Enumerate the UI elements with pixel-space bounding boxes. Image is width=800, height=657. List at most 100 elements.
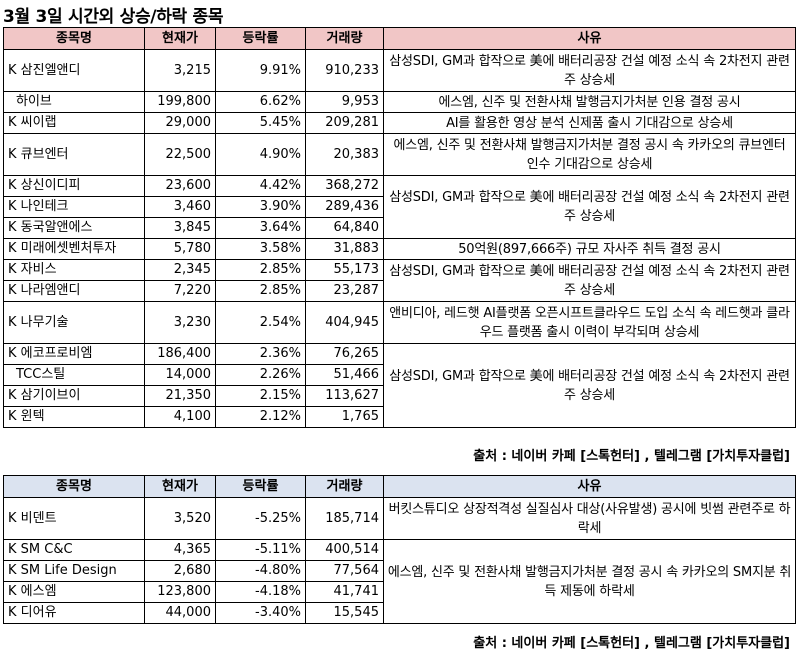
stock-volume: 289,436 <box>305 196 384 218</box>
stock-reason: 에스엠, 신주 및 전환사채 발행금지가처분 인용 결정 공시 <box>383 91 796 113</box>
stock-change: 3.64% <box>215 217 306 239</box>
stock-change: -4.80% <box>215 560 306 582</box>
stock-volume: 55,173 <box>305 259 384 281</box>
stock-name: K 에코프로비엠 <box>3 343 145 365</box>
table-header-row: 종목명 현재가 등락률 거래량 사유 <box>3 475 796 498</box>
falling-stocks-table: 종목명 현재가 등락률 거래량 사유 K 비덴트 3,520 -5.25% 18… <box>3 475 796 624</box>
rising-stocks-table: 종목명 현재가 등락률 거래량 사유 K 삼진엘앤디 3,215 9.91% 9… <box>3 27 796 428</box>
stock-price: 29,000 <box>144 112 216 134</box>
stock-price: 3,215 <box>144 49 216 92</box>
table-row: K 윈텍 4,100 2.12% 1,765 <box>3 406 796 428</box>
stock-volume: 9,953 <box>305 91 384 113</box>
stock-volume: 15,545 <box>305 602 384 624</box>
header-change: 등락률 <box>215 27 306 50</box>
stock-reason: 앤비디아, 레드햇 AI플랫폼 오픈시프트클라우드 도입 소식 속 레드햇과 클… <box>383 301 796 344</box>
table-row: K 큐브엔터 22,500 4.90% 20,383 에스엠, 신주 및 전환사… <box>3 133 796 176</box>
stock-name: K 삼기이브이 <box>3 385 145 407</box>
stock-volume: 64,840 <box>305 217 384 239</box>
header-reason: 사유 <box>383 475 796 498</box>
table-row: K 상신이디피 23,600 4.42% 368,272 삼성SDI, GM과 … <box>3 175 796 239</box>
stock-change: 4.90% <box>215 133 306 176</box>
table-row: K 씨이랩 29,000 5.45% 209,281 AI를 활용한 영상 분석… <box>3 112 796 134</box>
stock-name: K 자비스 <box>3 259 145 281</box>
stock-name: K 디어유 <box>3 602 145 624</box>
header-volume: 거래량 <box>305 27 384 50</box>
stock-change: 5.45% <box>215 112 306 134</box>
stock-price: 44,000 <box>144 602 216 624</box>
stock-price: 3,460 <box>144 196 216 218</box>
stock-change: -3.40% <box>215 602 306 624</box>
table-row: K 미래에셋벤처투자 5,780 3.58% 31,883 50억원(897,6… <box>3 238 796 260</box>
stock-price: 7,220 <box>144 280 216 302</box>
stock-change: 6.62% <box>215 91 306 113</box>
header-price: 현재가 <box>144 475 216 498</box>
stock-name: K 씨이랩 <box>3 112 145 134</box>
table-row: K 삼기이브이 21,350 2.15% 113,627 <box>3 385 796 407</box>
stock-name: 하이브 <box>3 91 145 113</box>
header-volume: 거래량 <box>305 475 384 498</box>
stock-name: K 큐브엔터 <box>3 133 145 176</box>
stock-price: 3,520 <box>144 497 216 540</box>
stock-volume: 51,466 <box>305 364 384 386</box>
table-row: TCC스틸 14,000 2.26% 51,466 <box>3 364 796 386</box>
stock-volume: 368,272 <box>305 175 384 197</box>
stock-change: -5.11% <box>215 539 306 561</box>
stock-name: K 삼진엘앤디 <box>3 49 145 92</box>
stock-price: 2,680 <box>144 560 216 582</box>
stock-volume: 113,627 <box>305 385 384 407</box>
stock-price: 199,800 <box>144 91 216 113</box>
stock-name: K 나라엠앤디 <box>3 280 145 302</box>
stock-volume: 31,883 <box>305 238 384 260</box>
stock-price: 3,845 <box>144 217 216 239</box>
table-row: K SM C&C 4,365 -5.11% 400,514 에스엠, 신주 및 … <box>3 539 796 624</box>
stock-reason: 삼성SDI, GM과 합작으로 美에 배터리공장 건설 예정 소식 속 2차전지… <box>383 259 796 302</box>
stock-price: 14,000 <box>144 364 216 386</box>
stock-name: K 비덴트 <box>3 497 145 540</box>
stock-price: 4,100 <box>144 406 216 428</box>
stock-change: -5.25% <box>215 497 306 540</box>
stock-volume: 20,383 <box>305 133 384 176</box>
table-row: K 디어유 44,000 -3.40% 15,545 <box>3 602 796 624</box>
stock-price: 5,780 <box>144 238 216 260</box>
stock-change: 2.26% <box>215 364 306 386</box>
stock-price: 3,230 <box>144 301 216 344</box>
stock-volume: 185,714 <box>305 497 384 540</box>
stock-volume: 404,945 <box>305 301 384 344</box>
table-row: K 삼진엘앤디 3,215 9.91% 910,233 삼성SDI, GM과 합… <box>3 49 796 92</box>
stock-volume: 41,741 <box>305 581 384 603</box>
stock-change: 2.15% <box>215 385 306 407</box>
stock-change: 3.58% <box>215 238 306 260</box>
stock-change: 2.54% <box>215 301 306 344</box>
stock-change: 9.91% <box>215 49 306 92</box>
stock-reason: 50억원(897,666주) 규모 자사주 취득 결정 공시 <box>383 238 796 260</box>
stock-price: 22,500 <box>144 133 216 176</box>
table-row: K SM Life Design 2,680 -4.80% 77,564 <box>3 560 796 582</box>
table-row: K 나라엠앤디 7,220 2.85% 23,287 <box>3 280 796 302</box>
stock-price: 186,400 <box>144 343 216 365</box>
stock-change: 2.85% <box>215 280 306 302</box>
stock-volume: 1,765 <box>305 406 384 428</box>
table-row: K 자비스 2,345 2.85% 55,173 삼성SDI, GM과 합작으로… <box>3 259 796 302</box>
stock-reason: 에스엠, 신주 및 전환사채 발행금지가처분 결정 공시 속 카카오의 큐브엔터… <box>383 133 796 176</box>
stock-reason: 에스엠, 신주 및 전환사채 발행금지가처분 결정 공시 속 카카오의 SM지분… <box>383 539 796 624</box>
table-row: 하이브 199,800 6.62% 9,953 에스엠, 신주 및 전환사채 발… <box>3 91 796 113</box>
stock-name: K 동국알앤에스 <box>3 217 145 239</box>
stock-name: K SM Life Design <box>3 560 145 582</box>
stock-change: 3.90% <box>215 196 306 218</box>
table-row: K 비덴트 3,520 -5.25% 185,714 버킷스튜디오 상장적격성 … <box>3 497 796 540</box>
stock-change: 2.36% <box>215 343 306 365</box>
stock-name: K 상신이디피 <box>3 175 145 197</box>
stock-reason: AI를 활용한 영상 분석 신제품 출시 기대감으로 상승세 <box>383 112 796 134</box>
stock-volume: 76,265 <box>305 343 384 365</box>
stock-name: K 에스엠 <box>3 581 145 603</box>
header-change: 등락률 <box>215 475 306 498</box>
table-header-row: 종목명 현재가 등락률 거래량 사유 <box>3 27 796 50</box>
header-reason: 사유 <box>383 27 796 50</box>
page-title: 3월 3일 시간외 상승/하락 종목 <box>3 7 224 27</box>
stock-price: 21,350 <box>144 385 216 407</box>
header-name: 종목명 <box>3 475 145 498</box>
stock-volume: 23,287 <box>305 280 384 302</box>
stock-price: 23,600 <box>144 175 216 197</box>
source-note-rising: 출처 : 네이버 카페 [스톡헌터] , 텔레그램 [가치투자클럽] <box>473 449 790 464</box>
stock-change: 2.12% <box>215 406 306 428</box>
